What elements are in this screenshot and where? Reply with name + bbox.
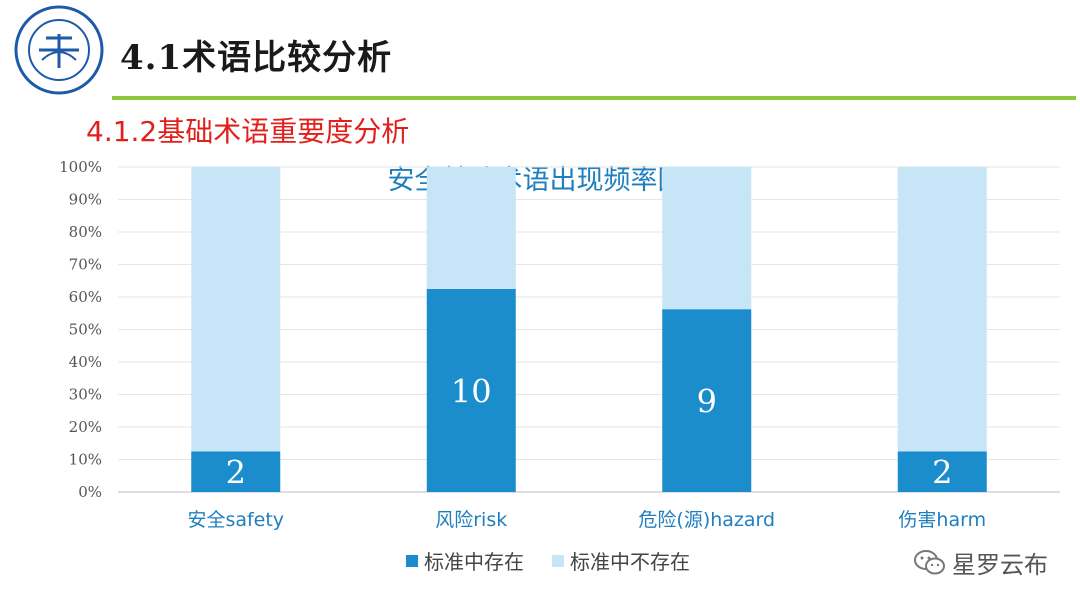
y-tick-label: 0% xyxy=(78,483,102,501)
bar-absent xyxy=(426,167,516,289)
x-tick-label: 伤害harm xyxy=(898,509,986,531)
y-tick-label: 50% xyxy=(69,321,102,339)
watermark-text: 星罗云布 xyxy=(952,551,1048,579)
bar-exists xyxy=(191,451,281,492)
legend-label-exists: 标准中存在 xyxy=(424,550,524,574)
wechat-icon xyxy=(914,549,945,574)
y-tick-label: 20% xyxy=(69,418,102,436)
data-label: 10 xyxy=(451,372,492,410)
bar-absent xyxy=(897,167,987,452)
y-tick-label: 90% xyxy=(69,191,102,209)
x-tick-label: 安全safety xyxy=(187,509,284,531)
slide-title: 4.1术语比较分析 xyxy=(120,38,393,78)
x-tick-label: 危险(源)hazard xyxy=(638,509,775,531)
bar-exists xyxy=(662,309,752,492)
y-tick-label: 10% xyxy=(69,451,102,469)
section-subtitle: 4.1.2基础术语重要度分析 xyxy=(86,115,410,148)
data-label: 2 xyxy=(932,454,952,492)
chart-legend: 标准中存在 标准中不存在 xyxy=(406,546,690,575)
title-divider xyxy=(112,96,1076,100)
data-label: 9 xyxy=(697,383,717,421)
bar-exists xyxy=(426,288,516,492)
bar-exists xyxy=(897,451,987,492)
x-tick-label: 风险risk xyxy=(435,509,507,531)
university-logo xyxy=(14,5,104,95)
legend-swatch-absent xyxy=(552,554,564,567)
y-tick-label: 40% xyxy=(69,353,102,371)
watermark: 星罗云布 xyxy=(914,545,1048,580)
y-tick-label: 100% xyxy=(59,158,102,176)
y-tick-label: 70% xyxy=(69,256,102,274)
legend-item-exists: 标准中存在 xyxy=(406,546,524,575)
y-tick-label: 60% xyxy=(69,288,102,306)
legend-item-absent: 标准中不存在 xyxy=(552,546,690,575)
y-tick-label: 30% xyxy=(69,386,102,404)
bar-absent xyxy=(662,167,752,310)
data-label: 2 xyxy=(226,454,246,492)
legend-swatch-exists xyxy=(406,554,418,567)
legend-label-absent: 标准中不存在 xyxy=(570,550,690,574)
bar-absent xyxy=(191,167,281,452)
y-tick-label: 80% xyxy=(69,223,102,241)
